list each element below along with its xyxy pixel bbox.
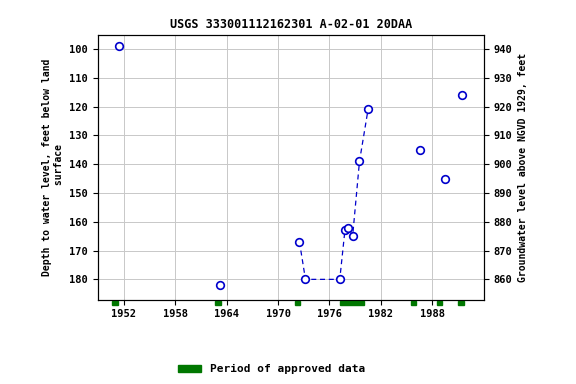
Title: USGS 333001112162301 A-02-01 20DAA: USGS 333001112162301 A-02-01 20DAA: [170, 18, 412, 31]
Bar: [215, 301, 221, 305]
Bar: [437, 301, 442, 305]
Bar: [112, 301, 118, 305]
Bar: [458, 301, 464, 305]
Bar: [295, 301, 300, 305]
Y-axis label: Groundwater level above NGVD 1929, feet: Groundwater level above NGVD 1929, feet: [518, 53, 528, 281]
Bar: [411, 301, 416, 305]
Y-axis label: Depth to water level, feet below land
 surface: Depth to water level, feet below land su…: [42, 58, 64, 276]
Legend: Period of approved data: Period of approved data: [174, 360, 369, 379]
Bar: [340, 301, 364, 305]
